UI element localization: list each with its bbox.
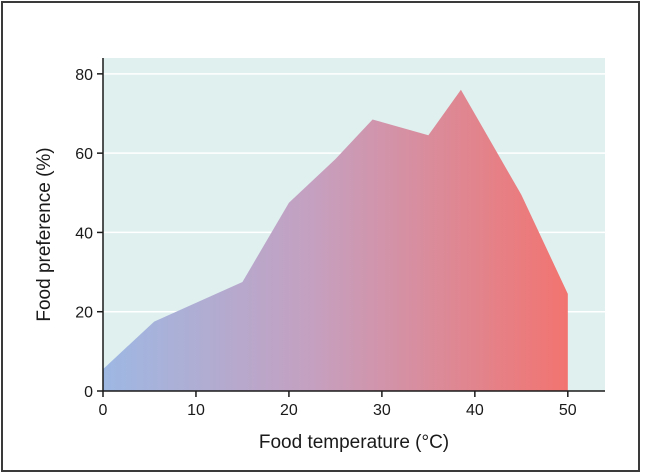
y-tick-label-40: 40 bbox=[75, 225, 93, 242]
x-tick-label-20: 20 bbox=[280, 402, 298, 419]
y-axis-ticks: 0 20 40 60 80 bbox=[75, 67, 103, 401]
x-axis-title: Food temperature (°C) bbox=[259, 432, 449, 453]
preference-area bbox=[103, 89, 568, 391]
y-tick-label-60: 60 bbox=[75, 146, 93, 163]
x-tick-label-10: 10 bbox=[187, 402, 205, 419]
x-axis-ticks: 0 10 20 30 40 50 bbox=[99, 391, 577, 419]
y-tick-label-0: 0 bbox=[84, 384, 93, 401]
x-tick-label-50: 50 bbox=[559, 402, 577, 419]
x-tick-label-0: 0 bbox=[99, 402, 108, 419]
x-tick-label-30: 30 bbox=[373, 402, 391, 419]
y-tick-label-80: 80 bbox=[75, 67, 93, 84]
y-axis-title: Food preference (%) bbox=[34, 147, 55, 321]
x-tick-label-40: 40 bbox=[466, 402, 484, 419]
y-tick-label-20: 20 bbox=[75, 305, 93, 322]
